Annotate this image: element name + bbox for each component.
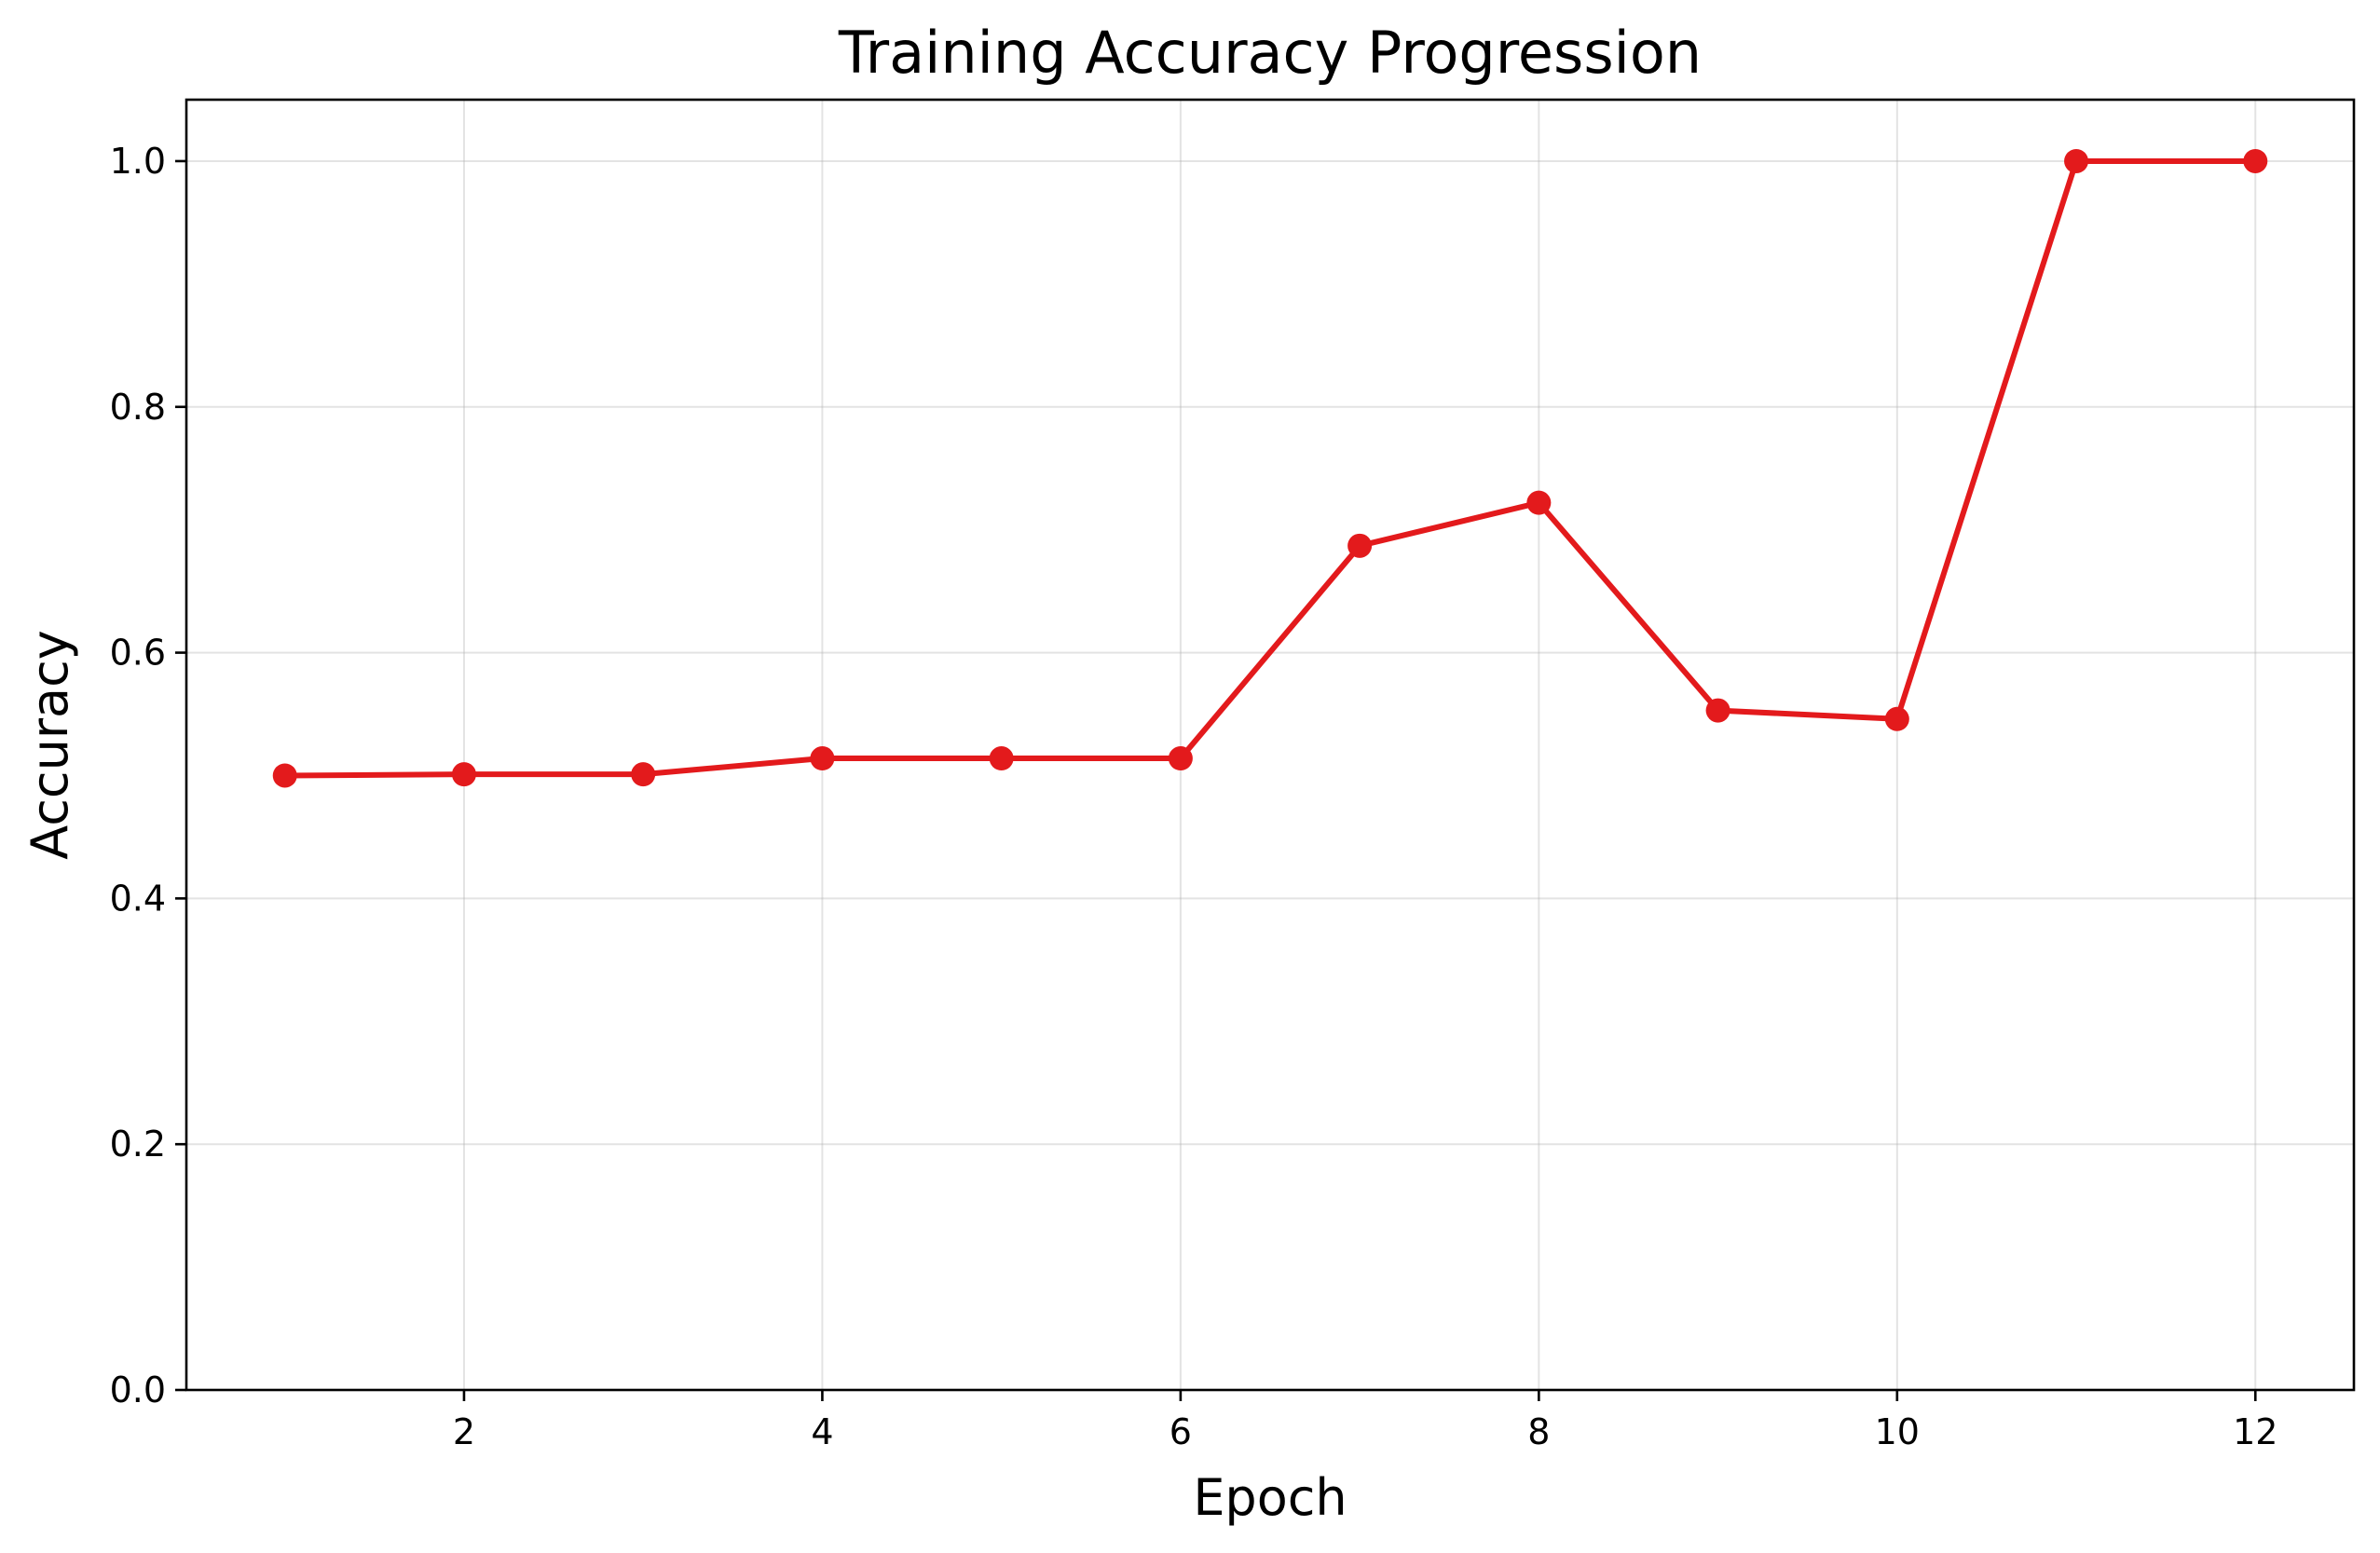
data-point bbox=[2064, 148, 2089, 173]
y-tick-label: 0.2 bbox=[110, 1124, 166, 1165]
series-layer bbox=[272, 148, 2268, 788]
data-point bbox=[451, 762, 476, 787]
x-tick-label: 2 bbox=[453, 1411, 475, 1452]
accuracy-series-line bbox=[281, 157, 2259, 779]
x-tick-label: 10 bbox=[1875, 1411, 1920, 1452]
chart-title: Training Accuracy Progression bbox=[838, 19, 1702, 87]
x-tick-label: 8 bbox=[1527, 1411, 1550, 1452]
data-point bbox=[1884, 706, 1909, 731]
data-point bbox=[631, 762, 656, 787]
data-point bbox=[2243, 148, 2268, 173]
data-point bbox=[989, 746, 1014, 771]
data-point bbox=[272, 763, 297, 788]
y-tick-label: 1.0 bbox=[110, 141, 166, 182]
x-axis-ticks: 2 4 6 8 10 12 bbox=[453, 1390, 2277, 1452]
y-tick-label: 0.6 bbox=[110, 633, 166, 674]
data-point bbox=[1168, 746, 1193, 771]
y-axis-label: Accuracy bbox=[21, 630, 79, 860]
x-tick-label: 4 bbox=[811, 1411, 833, 1452]
data-point bbox=[1705, 698, 1730, 723]
y-tick-label: 0.0 bbox=[110, 1369, 166, 1410]
y-tick-label: 0.4 bbox=[110, 878, 166, 919]
x-tick-label: 12 bbox=[2233, 1411, 2277, 1452]
data-point bbox=[810, 746, 835, 771]
y-tick-label: 0.8 bbox=[110, 387, 166, 428]
y-axis-ticks: 0.0 0.2 0.4 0.6 0.8 1.0 bbox=[110, 141, 186, 1410]
plot-frame bbox=[185, 98, 2356, 1392]
x-axis-label: Epoch bbox=[1193, 1468, 1347, 1527]
data-point bbox=[1347, 533, 1373, 558]
data-point bbox=[1526, 490, 1552, 515]
x-tick-label: 6 bbox=[1169, 1411, 1192, 1452]
